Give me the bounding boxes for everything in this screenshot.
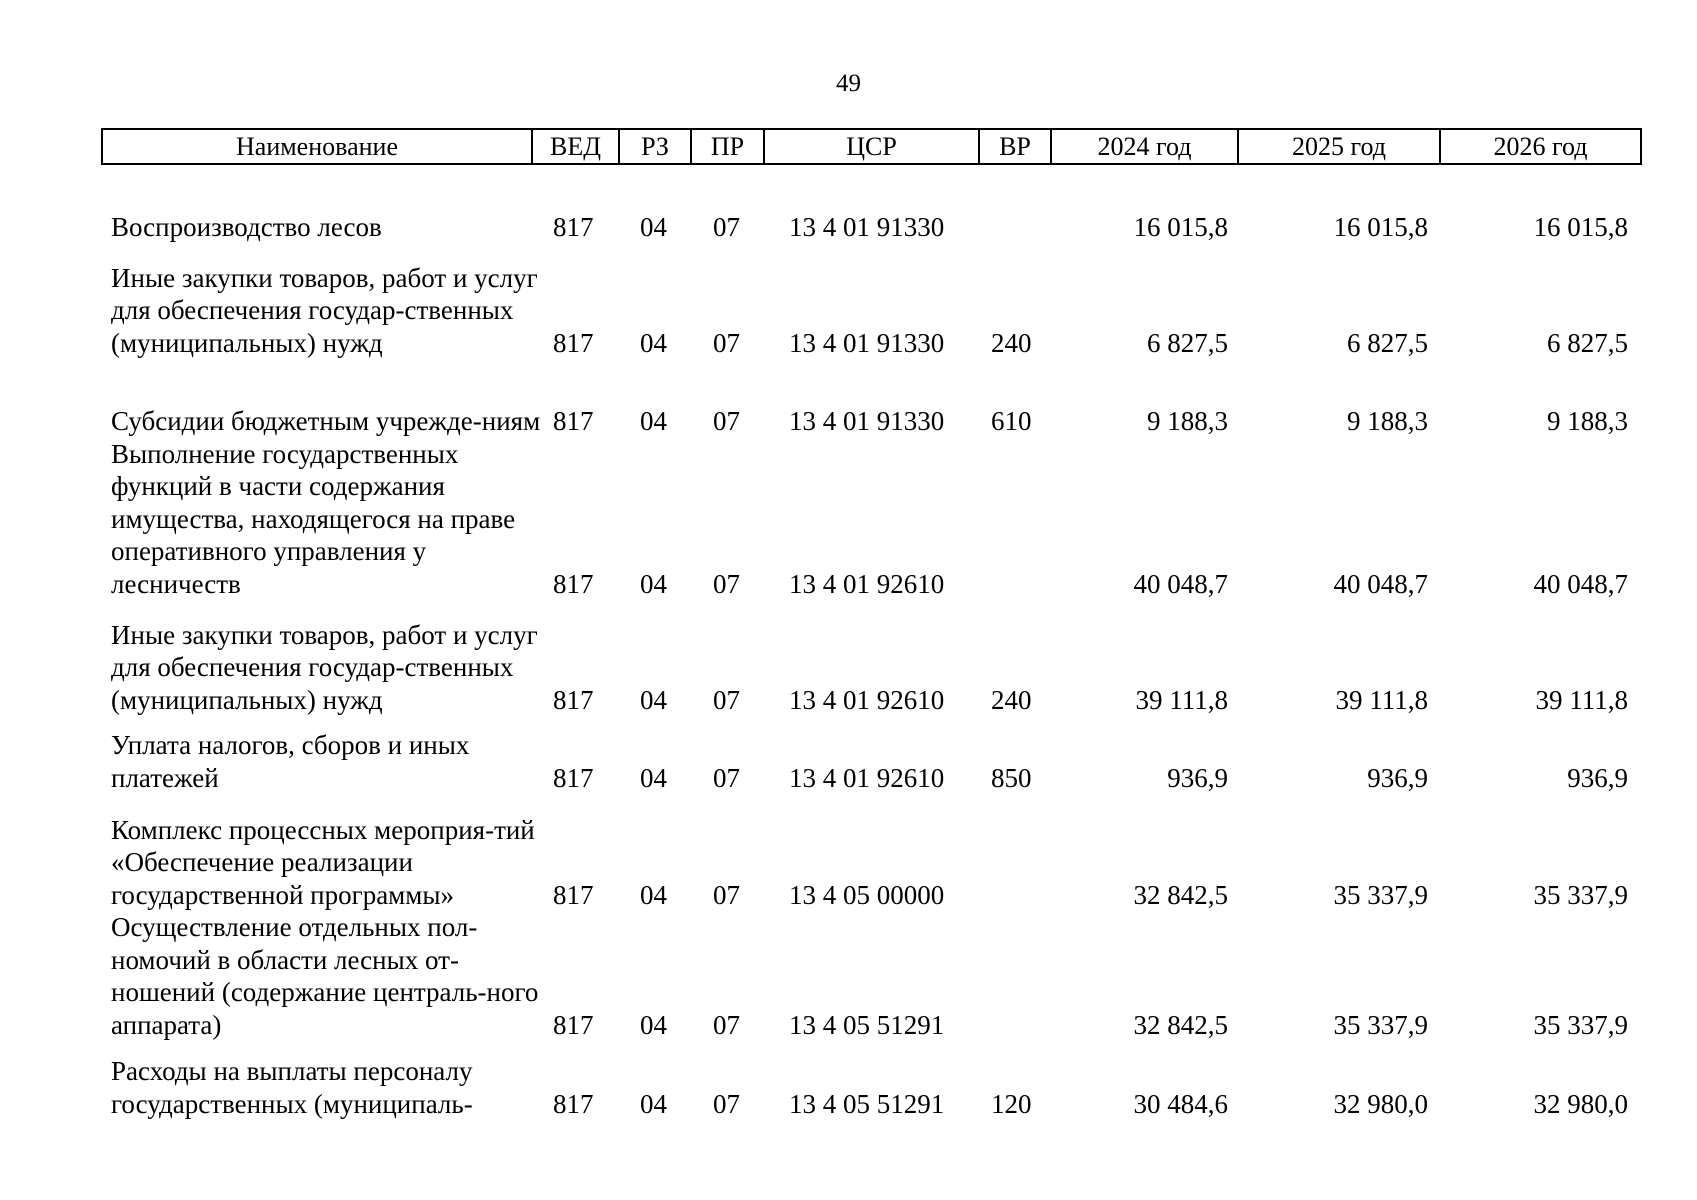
row-2026: 16 015,8 bbox=[1533, 211, 1629, 242]
row-ved: 817 bbox=[553, 327, 594, 358]
table-row: Осуществление отдельных пол-номочий в об… bbox=[0, 911, 1697, 1041]
header-rz: РЗ bbox=[618, 128, 692, 165]
row-2026: 40 048,7 bbox=[1533, 568, 1629, 599]
row-csr: 13 4 01 92610 bbox=[789, 684, 945, 715]
row-csr: 13 4 01 91330 bbox=[789, 211, 945, 242]
row-2024: 30 484,6 bbox=[1133, 1088, 1229, 1119]
row-name: Иные закупки товаров, работ и услуг для … bbox=[111, 262, 538, 358]
row-2024: 40 048,7 bbox=[1133, 568, 1229, 599]
row-2026: 936,9 bbox=[1567, 762, 1628, 793]
row-vr: 850 bbox=[991, 762, 1032, 793]
row-vr: 240 bbox=[991, 684, 1032, 715]
row-ved: 817 bbox=[553, 1088, 594, 1119]
row-rz: 04 bbox=[640, 327, 667, 358]
row-pr: 07 bbox=[713, 568, 740, 599]
header-name: Наименование bbox=[101, 128, 533, 165]
row-2025: 40 048,7 bbox=[1333, 568, 1429, 599]
row-csr: 13 4 01 91330 bbox=[789, 405, 945, 436]
page-number: 49 bbox=[836, 70, 861, 97]
row-rz: 04 bbox=[640, 211, 667, 242]
row-csr: 13 4 01 91330 bbox=[789, 327, 945, 358]
row-csr: 13 4 05 51291 bbox=[789, 1088, 945, 1119]
table-header: Наименование ВЕД РЗ ПР ЦСР ВР 2024 год 2… bbox=[101, 128, 1642, 165]
table-row: Расходы на выплаты персоналу государстве… bbox=[0, 1055, 1697, 1120]
row-ved: 817 bbox=[553, 211, 594, 242]
row-2024: 936,9 bbox=[1167, 762, 1228, 793]
row-2025: 35 337,9 bbox=[1333, 879, 1429, 910]
row-name: Субсидии бюджетным учрежде-ниям bbox=[111, 405, 541, 436]
row-ved: 817 bbox=[553, 879, 594, 910]
table-row: Уплата налогов, сборов и иных платежей 8… bbox=[0, 729, 1697, 794]
row-ved: 817 bbox=[553, 1009, 594, 1040]
row-2024: 32 842,5 bbox=[1133, 879, 1229, 910]
row-pr: 07 bbox=[713, 879, 740, 910]
row-pr: 07 bbox=[713, 211, 740, 242]
table-row: Иные закупки товаров, работ и услуг для … bbox=[0, 619, 1697, 716]
row-name: Комплекс процессных мероприя-тий «Обеспе… bbox=[111, 814, 535, 910]
row-vr: 240 bbox=[991, 327, 1032, 358]
row-2025: 39 111,8 bbox=[1335, 684, 1429, 715]
row-2025: 35 337,9 bbox=[1333, 1009, 1429, 1040]
header-ved: ВЕД bbox=[531, 128, 620, 165]
row-2024: 9 188,3 bbox=[1147, 405, 1228, 436]
row-ved: 817 bbox=[553, 684, 594, 715]
row-2024: 39 111,8 bbox=[1135, 684, 1229, 715]
row-2026: 6 827,5 bbox=[1547, 327, 1628, 358]
row-2026: 9 188,3 bbox=[1547, 405, 1628, 436]
row-2024: 32 842,5 bbox=[1133, 1009, 1229, 1040]
row-2025: 936,9 bbox=[1367, 762, 1428, 793]
row-2025: 6 827,5 bbox=[1347, 327, 1428, 358]
row-2026: 35 337,9 bbox=[1533, 879, 1629, 910]
row-rz: 04 bbox=[640, 684, 667, 715]
header-2024: 2024 год bbox=[1050, 128, 1239, 165]
row-ved: 817 bbox=[553, 568, 594, 599]
row-name: Осуществление отдельных пол-номочий в об… bbox=[111, 912, 539, 1040]
table-row: Комплекс процессных мероприя-тий «Обеспе… bbox=[0, 814, 1697, 911]
row-2025: 16 015,8 bbox=[1333, 211, 1429, 242]
table-row: Воспроизводство лесов 817 04 07 13 4 01 … bbox=[0, 206, 1697, 243]
row-rz: 04 bbox=[640, 879, 667, 910]
row-csr: 13 4 01 92610 bbox=[789, 568, 945, 599]
row-ved: 817 bbox=[553, 762, 594, 793]
header-pr: ПР bbox=[690, 128, 765, 165]
row-pr: 07 bbox=[713, 1009, 740, 1040]
row-pr: 07 bbox=[713, 327, 740, 358]
row-csr: 13 4 05 00000 bbox=[789, 879, 945, 910]
header-2026: 2026 год bbox=[1439, 128, 1642, 165]
table-row: Иные закупки товаров, работ и услуг для … bbox=[0, 262, 1697, 359]
row-rz: 04 bbox=[640, 405, 667, 436]
row-ved: 817 bbox=[553, 405, 594, 436]
header-vr: ВР bbox=[978, 128, 1052, 165]
row-name: Иные закупки товаров, работ и услуг для … bbox=[111, 619, 538, 715]
row-csr: 13 4 01 92610 bbox=[789, 762, 945, 793]
row-2024: 6 827,5 bbox=[1147, 327, 1228, 358]
row-2026: 39 111,8 bbox=[1535, 684, 1629, 715]
row-2026: 32 980,0 bbox=[1533, 1088, 1629, 1119]
row-vr: 120 bbox=[991, 1088, 1032, 1119]
row-pr: 07 bbox=[713, 684, 740, 715]
row-name: Расходы на выплаты персоналу государстве… bbox=[111, 1056, 473, 1119]
row-pr: 07 bbox=[713, 1088, 740, 1119]
row-rz: 04 bbox=[640, 762, 667, 793]
row-pr: 07 bbox=[713, 405, 740, 436]
row-name: Воспроизводство лесов bbox=[111, 211, 382, 242]
row-csr: 13 4 05 51291 bbox=[789, 1009, 945, 1040]
row-rz: 04 bbox=[640, 568, 667, 599]
header-2025: 2025 год bbox=[1237, 128, 1441, 165]
row-2025: 9 188,3 bbox=[1347, 405, 1428, 436]
row-name: Уплата налогов, сборов и иных платежей bbox=[111, 730, 470, 793]
header-csr: ЦСР bbox=[763, 128, 980, 165]
table-row: Субсидии бюджетным учрежде-ниям 817 04 0… bbox=[0, 372, 1697, 437]
row-2025: 32 980,0 bbox=[1333, 1088, 1429, 1119]
row-vr: 610 bbox=[991, 405, 1032, 436]
row-rz: 04 bbox=[640, 1088, 667, 1119]
row-name: Выполнение государственных функций в час… bbox=[111, 438, 516, 599]
row-2026: 35 337,9 bbox=[1533, 1009, 1629, 1040]
row-pr: 07 bbox=[713, 762, 740, 793]
table-row: Выполнение государственных функций в час… bbox=[0, 437, 1697, 600]
row-rz: 04 bbox=[640, 1009, 667, 1040]
row-2024: 16 015,8 bbox=[1133, 211, 1229, 242]
